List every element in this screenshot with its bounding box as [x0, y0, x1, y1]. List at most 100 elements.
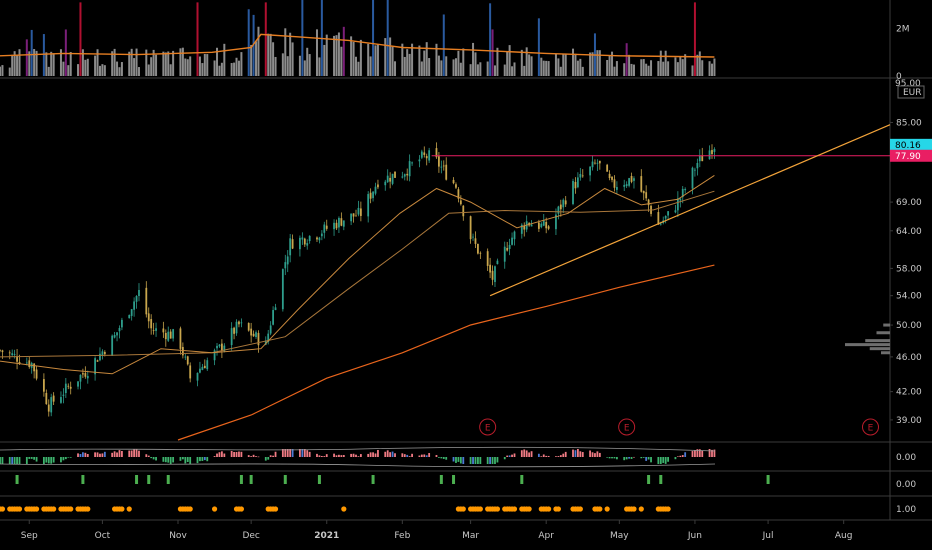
- oscillator-bar: [42, 457, 45, 464]
- candle: [389, 172, 392, 189]
- oscillator-bar: [418, 455, 421, 457]
- candle: [701, 147, 704, 162]
- candle: [84, 366, 87, 379]
- candle-body: [11, 353, 14, 356]
- oscillator-bar: [306, 450, 309, 457]
- candle-body: [503, 246, 506, 262]
- volume-bar: [333, 35, 336, 76]
- candle: [474, 231, 477, 248]
- candle-body: [423, 152, 426, 155]
- candle-body: [667, 211, 670, 216]
- candle: [216, 343, 218, 356]
- volume-bar: [169, 64, 172, 76]
- signal-bar: [439, 475, 443, 484]
- earnings-event-marker: E: [618, 418, 636, 436]
- oscillator-bar: [564, 451, 567, 457]
- candle: [96, 359, 99, 362]
- volume-bar: [372, 0, 375, 77]
- volume-bar: [369, 56, 372, 76]
- oscillator-bar: [435, 455, 438, 457]
- volume-bar: [676, 62, 679, 76]
- candle-body: [386, 175, 389, 183]
- candle: [540, 222, 543, 229]
- candle: [391, 173, 394, 186]
- candle: [116, 332, 118, 342]
- candle-body: [403, 174, 406, 177]
- oscillator-bar: [257, 456, 260, 458]
- volume-bar: [289, 32, 292, 76]
- oscillator-bar: [0, 457, 1, 464]
- candle-body: [394, 171, 396, 178]
- candle: [708, 145, 711, 160]
- candle: [155, 322, 157, 337]
- volume-bar: [562, 53, 565, 76]
- volume-bar: [657, 61, 660, 76]
- volume-bar: [269, 33, 272, 76]
- candle-body: [67, 385, 70, 387]
- oscillator-bar: [489, 457, 492, 464]
- candle-body: [389, 177, 392, 182]
- candle-body: [701, 155, 704, 162]
- candle: [494, 265, 496, 287]
- ma-slow-line: [177, 264, 715, 441]
- candle: [662, 216, 665, 225]
- candle-body: [135, 295, 138, 302]
- oscillator-bar: [576, 449, 579, 457]
- candle: [62, 388, 65, 404]
- candle-body: [18, 361, 21, 364]
- candle: [250, 322, 253, 343]
- candle: [223, 343, 226, 353]
- candle: [511, 232, 513, 246]
- oscillator-bar: [189, 457, 192, 464]
- oscillator-bar: [525, 450, 528, 457]
- candle-body: [33, 363, 36, 372]
- volume-bar: [325, 34, 328, 76]
- candle-body: [540, 223, 543, 228]
- candle-body: [537, 222, 540, 229]
- volume-bar: [267, 33, 270, 76]
- candle-body: [559, 204, 562, 210]
- candle: [355, 209, 357, 217]
- candle-body: [281, 269, 284, 310]
- volume-bar: [264, 2, 267, 76]
- candle-body: [60, 397, 62, 403]
- volume-bar: [489, 3, 492, 77]
- volume-bar: [18, 49, 21, 76]
- candle-body: [164, 332, 167, 340]
- candle-body: [325, 225, 328, 229]
- price-tick-label: 42.00: [896, 388, 922, 398]
- oscillator-bar: [591, 452, 594, 457]
- candle-body: [608, 173, 611, 178]
- volume-bar: [335, 35, 338, 76]
- volume-bar: [428, 58, 431, 76]
- volume-bar: [240, 52, 243, 76]
- oscillator-bar: [691, 451, 694, 457]
- oscillator-bar: [438, 457, 440, 458]
- candle: [8, 350, 11, 360]
- signal-bar: [317, 475, 321, 484]
- volume-bar: [189, 56, 192, 76]
- oscillator-bar: [316, 453, 318, 457]
- volume-bar: [615, 61, 618, 76]
- volume-bar: [223, 43, 226, 76]
- signal-dot: [665, 506, 671, 512]
- candle: [218, 343, 221, 348]
- oscillator-bar: [281, 449, 284, 457]
- oscillator-bar: [459, 457, 462, 464]
- candle-body: [428, 150, 431, 161]
- volume-bar: [713, 58, 716, 76]
- oscillator-bar: [101, 453, 104, 457]
- oscillator-bar: [247, 455, 250, 457]
- oscillator-bar: [574, 450, 577, 457]
- candle: [255, 330, 257, 339]
- signal-dot: [16, 506, 23, 512]
- candle-body: [303, 238, 306, 245]
- oscillator-bar: [45, 457, 48, 463]
- candle-body: [255, 332, 257, 337]
- candle-body: [62, 394, 65, 396]
- candle: [316, 236, 318, 242]
- oscillator-bar: [147, 455, 150, 457]
- oscillator-bar: [520, 450, 523, 457]
- oscillator-bar: [403, 454, 406, 457]
